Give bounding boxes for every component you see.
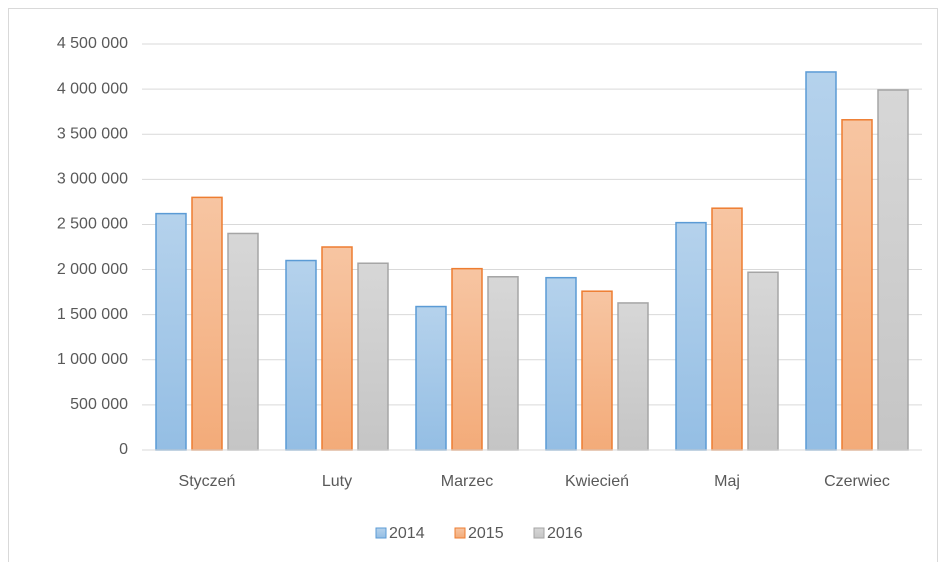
y-tick-label: 4 500 000	[57, 35, 128, 52]
bar	[877, 89, 909, 451]
bar	[711, 207, 743, 451]
bar	[675, 221, 707, 451]
x-tick-label: Luty	[322, 473, 352, 490]
bar	[617, 302, 649, 451]
legend-swatch	[533, 527, 545, 539]
y-tick-label: 3 500 000	[57, 125, 128, 142]
bar	[581, 290, 613, 451]
x-tick-label: Styczeń	[179, 473, 236, 490]
legend-label: 2014	[389, 525, 425, 542]
bar	[191, 196, 223, 451]
y-tick-label: 4 000 000	[57, 80, 128, 97]
y-tick-label: 2 000 000	[57, 261, 128, 278]
bar	[747, 271, 779, 451]
bar	[415, 305, 447, 451]
y-tick-label: 0	[119, 441, 128, 458]
bar	[227, 232, 259, 451]
x-tick-label: Maj	[714, 473, 740, 490]
bar	[285, 259, 317, 451]
bar	[841, 119, 873, 451]
y-tick-label: 3 000 000	[57, 171, 128, 188]
bar	[487, 276, 519, 451]
bar	[321, 246, 353, 451]
bar	[805, 71, 837, 451]
bar	[451, 267, 483, 451]
bar	[545, 276, 577, 451]
legend-swatch	[375, 527, 387, 539]
y-tick-label: 1 500 000	[57, 306, 128, 323]
y-tick-label: 1 000 000	[57, 351, 128, 368]
legend-label: 2015	[468, 525, 504, 542]
y-tick-label: 500 000	[70, 396, 128, 413]
x-tick-label: Marzec	[441, 473, 493, 490]
x-tick-label: Kwiecień	[565, 473, 629, 490]
bar	[357, 262, 389, 451]
legend-swatch	[454, 527, 466, 539]
legend-label: 2016	[547, 525, 583, 542]
y-tick-label: 2 500 000	[57, 216, 128, 233]
x-tick-label: Czerwiec	[824, 473, 890, 490]
bar	[155, 212, 187, 451]
